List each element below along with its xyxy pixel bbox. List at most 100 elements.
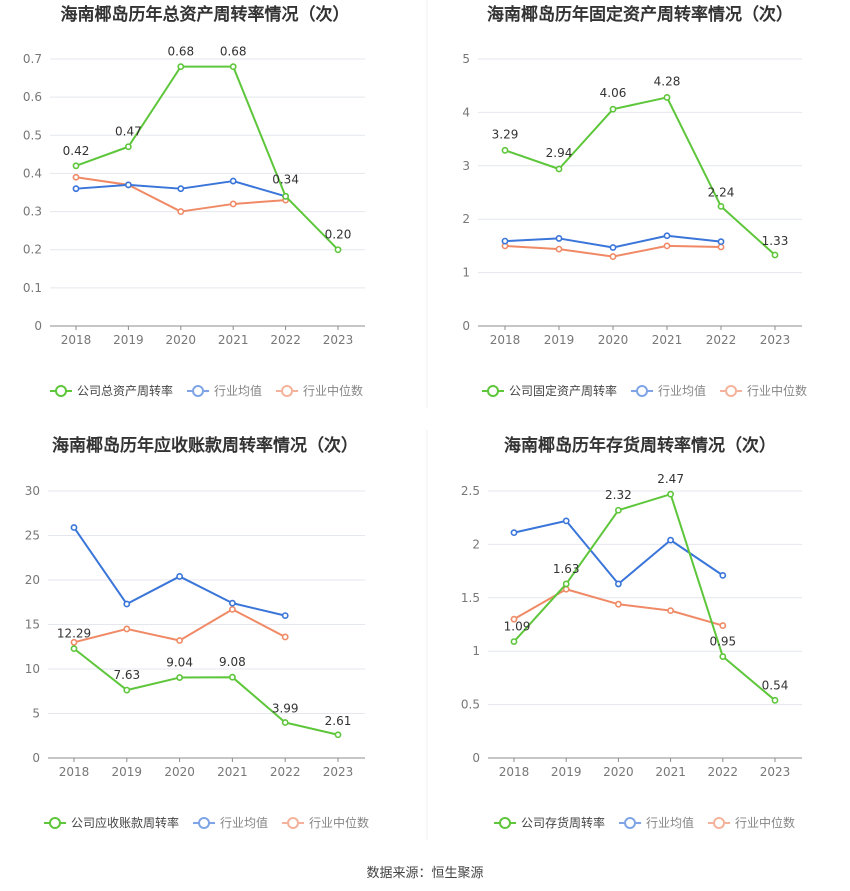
chart-panel-1: 海南椰岛历年总资产周转率情况（次） 0 0.1 0.2 0.3 0.4 0.5 0.6 0.7 2… (23, 4, 365, 398)
data-point-company (229, 63, 237, 71)
legend-label: 行业中位数 (747, 383, 807, 398)
y-tick-label: 2.5 (461, 484, 480, 498)
data-point-avg (281, 612, 289, 619)
data-label: 4.28 (654, 74, 681, 88)
series-line-company (75, 65, 339, 251)
y-tick-label: 3 (462, 159, 470, 173)
x-tick-label: 2022 (706, 333, 737, 347)
data-point-company (510, 638, 518, 645)
legend-marker-icon (49, 817, 61, 829)
legend-item-company: 公司总资产周转率 (50, 383, 173, 398)
legend-marker-icon (624, 817, 637, 829)
data-point-median (555, 245, 563, 253)
data-label: 7.63 (113, 668, 140, 682)
x-tick-label: 2018 (499, 765, 530, 779)
y-tick-label: 0.5 (23, 128, 42, 142)
chart-panel-3: 海南椰岛历年应收账款周转率情况（次） 0 5 10 15 20 25 30 2018 2019 20… (25, 435, 369, 830)
data-point-company (717, 202, 725, 210)
data-label: 0.47 (115, 125, 142, 139)
data-point-avg (615, 580, 622, 588)
legend-item-company: 公司固定资产周转率 (482, 383, 617, 398)
x-tick-label: 2022 (270, 333, 301, 347)
legend-marker-icon (281, 385, 294, 397)
legend-label: 行业均值 (214, 383, 262, 398)
data-label: 0.68 (220, 45, 247, 59)
legend-marker-icon (725, 385, 738, 397)
chart-title: 海南椰岛历年固定资产周转率情况（次） (487, 4, 793, 25)
data-point-median (281, 633, 289, 641)
y-tick-label: 0.4 (23, 166, 42, 180)
series-line-company (73, 647, 339, 736)
y-tick-label: 0.5 (461, 698, 480, 712)
y-tick-label: 25 (25, 529, 40, 543)
y-tick-label: 20 (25, 573, 40, 587)
data-label: 3.99 (272, 701, 299, 715)
chart-title: 海南椰岛历年总资产周转率情况（次） (61, 4, 350, 25)
data-point-avg (510, 529, 518, 537)
legend-label: 行业中位数 (303, 383, 363, 398)
data-point-company (334, 246, 342, 254)
chart-title: 海南椰岛历年应收账款周转率情况（次） (52, 435, 358, 456)
x-tick-label: 2020 (598, 333, 629, 347)
data-point-median (615, 600, 622, 608)
y-tick-label: 0 (472, 751, 480, 765)
data-label: 3.29 (492, 127, 519, 141)
legend-label: 行业均值 (646, 815, 694, 830)
series-line-avg (513, 519, 724, 585)
y-tick-label: 5 (32, 707, 40, 721)
data-label: 1.63 (553, 562, 580, 576)
series-line-avg (73, 526, 286, 617)
x-tick-label: 2020 (164, 765, 195, 779)
y-tick-label: 0.1 (23, 281, 42, 295)
data-label: 0.34 (272, 172, 299, 186)
data-point-median (609, 253, 617, 260)
series-line-company (504, 96, 776, 256)
data-label: 2.32 (605, 488, 632, 502)
y-tick-label: 0.6 (23, 90, 42, 104)
data-point-avg (562, 517, 570, 525)
data-label: 12.29 (57, 627, 91, 641)
legend-marker-icon (55, 385, 67, 397)
data-point-avg (663, 232, 671, 240)
legend-label: 公司存货周转率 (521, 815, 605, 830)
legend-item-company: 公司存货周转率 (494, 815, 605, 830)
data-label: 0.95 (709, 635, 736, 649)
legend-marker-icon (198, 817, 211, 829)
data-point-median (123, 625, 131, 633)
data-point-avg (719, 571, 727, 579)
legend-label: 行业中位数 (309, 815, 369, 830)
legend-marker-icon (636, 385, 649, 397)
data-point-median (72, 173, 80, 181)
chart-title: 海南椰岛历年存货周转率情况（次） (504, 435, 776, 456)
data-label: 0.68 (167, 45, 194, 59)
data-point-company (555, 165, 563, 173)
x-tick-label: 2019 (113, 333, 144, 347)
data-point-avg (501, 237, 509, 245)
legend-marker-icon (287, 817, 300, 829)
data-point-company (334, 731, 342, 739)
data-point-median (70, 638, 78, 646)
y-tick-label: 0.2 (23, 243, 42, 257)
data-point-company (609, 105, 617, 113)
data-point-median (562, 585, 570, 593)
data-point-company (282, 192, 289, 200)
legend-label: 行业中位数 (735, 815, 795, 830)
data-point-median (177, 208, 185, 215)
data-point-avg (70, 524, 78, 531)
data-point-avg (555, 235, 563, 242)
x-tick-label: 2019 (544, 333, 575, 347)
x-tick-label: 2019 (112, 765, 143, 779)
chart-panel-4: 海南椰岛历年存货周转率情况（次） 0 0.5 1 1.5 2 2.5 2018 2019 2020… (461, 435, 802, 830)
data-point-median (667, 607, 674, 615)
legend-marker-icon (713, 817, 726, 829)
legend-marker-icon (192, 385, 205, 397)
y-tick-label: 1 (472, 644, 480, 658)
y-tick-label: 2 (462, 212, 470, 226)
series-line-median (75, 176, 286, 213)
legend-item-median: 行业中位数 (276, 383, 363, 398)
data-source-note: 数据来源：恒生聚源 (366, 866, 484, 881)
x-tick-label: 2018 (61, 333, 92, 347)
legend-label: 行业均值 (658, 383, 706, 398)
data-label: 1.09 (504, 620, 531, 634)
data-point-median (228, 605, 236, 613)
